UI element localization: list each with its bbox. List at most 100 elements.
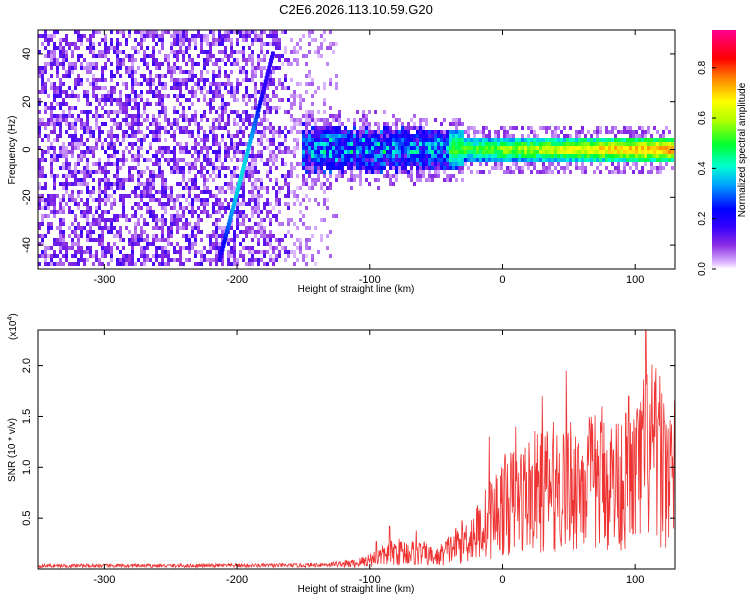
spectrogram-cell	[596, 158, 599, 162]
spectrogram-cell	[359, 182, 362, 186]
spectrogram-cell	[623, 138, 626, 142]
spectrogram-cell	[173, 94, 176, 98]
spectrogram-cell	[335, 158, 338, 162]
spectrogram-cell	[512, 170, 515, 174]
spectrogram-cell	[113, 162, 116, 166]
spectrogram-cell	[275, 38, 278, 42]
spectrogram-cell	[185, 38, 188, 42]
spectrogram-cell	[332, 118, 335, 122]
spectrogram-cell	[59, 38, 62, 42]
spectrogram-cell	[482, 130, 485, 134]
spectrogram-cell	[521, 170, 524, 174]
spectrogram-cell	[509, 166, 512, 170]
spectrogram-cell	[431, 178, 434, 182]
spectrogram-cell	[197, 34, 200, 38]
spectrogram-cell	[257, 202, 260, 206]
spectrogram-cell	[536, 146, 539, 150]
spectrogram-cell	[350, 138, 353, 142]
spectrogram-cell	[266, 50, 269, 54]
spectrogram-cell	[173, 258, 176, 262]
spectrogram-cell	[452, 134, 455, 138]
spectrogram-cell	[308, 170, 311, 174]
spectrogram-cell	[131, 62, 134, 66]
spectrogram-cell	[449, 142, 452, 146]
spectrogram-cell	[596, 142, 599, 146]
spectrogram-cell	[110, 94, 113, 98]
spectrogram-cell	[92, 50, 95, 54]
spectrogram-cell	[146, 182, 149, 186]
spectrogram-cell	[191, 66, 194, 70]
spectrogram-cell	[272, 150, 275, 154]
spectrogram-cell	[155, 154, 158, 158]
spectrogram-cell	[131, 74, 134, 78]
spectrogram-cell	[380, 146, 383, 150]
spectrogram-cell	[377, 134, 380, 138]
spectrogram-cell	[245, 226, 248, 230]
spectrogram-cell	[65, 94, 68, 98]
spectrogram-cell	[143, 186, 146, 190]
spectrogram-cell	[419, 126, 422, 130]
spectrogram-cell	[116, 62, 119, 66]
spectrogram-cell	[617, 166, 620, 170]
spectrogram-cell	[392, 174, 395, 178]
spectrogram-cell	[344, 154, 347, 158]
spectrogram-cell	[53, 254, 56, 258]
spectrogram-cell	[251, 38, 254, 42]
spectrogram-cell	[383, 122, 386, 126]
spectrogram-cell	[230, 186, 233, 190]
spectrogram-cell	[323, 170, 326, 174]
spectrogram-cell	[125, 122, 128, 126]
spectrogram-cell	[50, 54, 53, 58]
spectrogram-cell	[323, 174, 326, 178]
spectrogram-cell	[230, 138, 233, 142]
spectrogram-cell	[398, 166, 401, 170]
spectrogram-cell	[245, 102, 248, 106]
spectrogram-cell	[116, 214, 119, 218]
spectrogram-cell	[266, 118, 269, 122]
spectrogram-cell	[332, 138, 335, 142]
spectrogram-cell	[254, 86, 257, 90]
spectrogram-cell	[578, 130, 581, 134]
spectrogram-cell	[191, 38, 194, 42]
spectrogram-cell	[74, 234, 77, 238]
spectrogram-cell	[566, 146, 569, 150]
spectrogram-cell	[578, 158, 581, 162]
spectrogram-cell	[233, 230, 236, 234]
spectrogram-cell	[167, 238, 170, 242]
spectrogram-cell	[383, 174, 386, 178]
spectrogram-cell	[404, 146, 407, 150]
spectrogram-cell	[104, 86, 107, 90]
spectrogram-cell	[233, 154, 236, 158]
spectrogram-cell	[53, 138, 56, 142]
spectrogram-cell	[227, 206, 230, 210]
spectrogram-cell	[530, 170, 533, 174]
spectrogram-cell	[524, 162, 527, 166]
spectrogram-cell	[173, 166, 176, 170]
spectrogram-cell	[296, 194, 299, 198]
spectrogram-cell	[62, 182, 65, 186]
spectrogram-cell	[149, 82, 152, 86]
spectrogram-cell	[269, 234, 272, 238]
spectrogram-cell	[182, 38, 185, 42]
colorbar-tick-label: 0.6	[697, 111, 708, 125]
spectrogram-cell	[413, 182, 416, 186]
spectrogram-cell	[182, 174, 185, 178]
spectrogram-cell	[89, 62, 92, 66]
spectrogram-cell	[44, 258, 47, 262]
spectrogram-cell	[368, 170, 371, 174]
spectrogram-cell	[56, 254, 59, 258]
spectrogram-cell	[62, 242, 65, 246]
spectrogram-cell	[107, 94, 110, 98]
spectrogram-cell	[203, 198, 206, 202]
spectrogram-cell	[308, 110, 311, 114]
spectrogram-cell	[302, 158, 305, 162]
spectrogram-cell	[269, 130, 272, 134]
spectrogram-cell	[158, 150, 161, 154]
spectrogram-cell	[56, 30, 59, 34]
spectrogram-cell	[365, 142, 368, 146]
spectrogram-cell	[356, 158, 359, 162]
spectrogram-cell	[182, 210, 185, 214]
spectrogram-cell	[353, 126, 356, 130]
spectrogram-cell	[74, 146, 77, 150]
spectrogram-cell	[197, 158, 200, 162]
